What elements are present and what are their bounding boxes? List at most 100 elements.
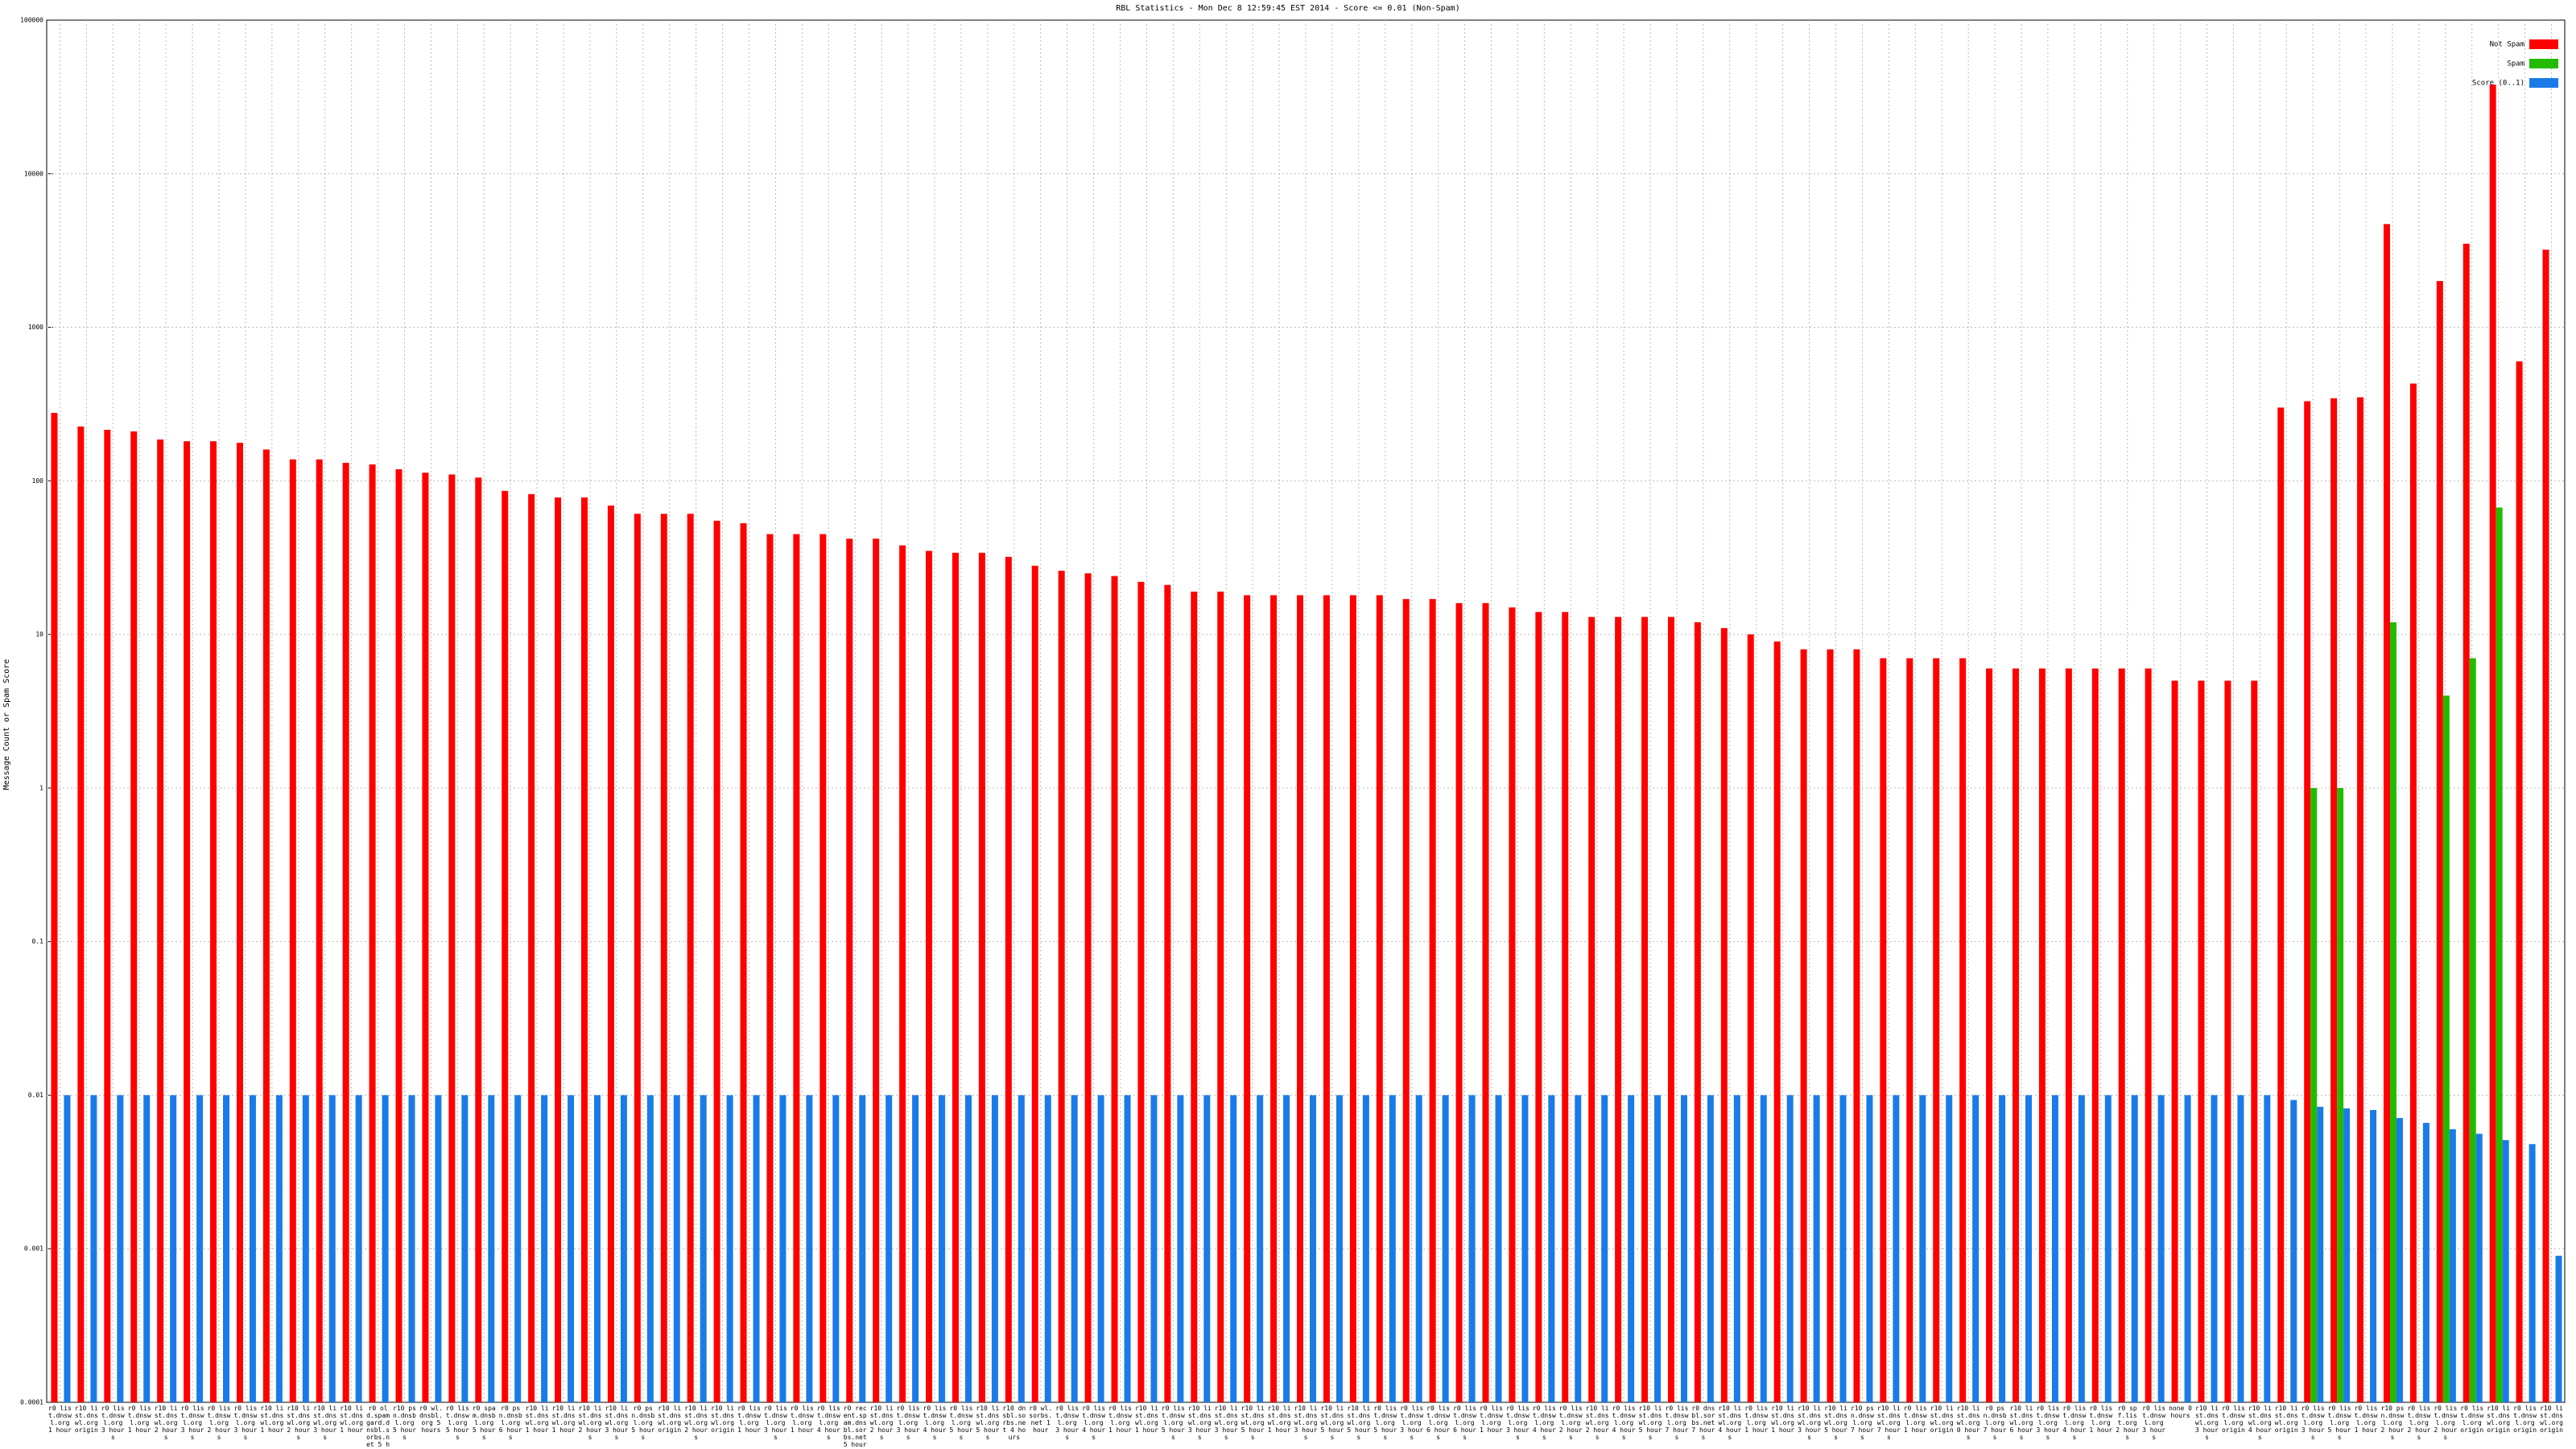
bar	[1521, 1095, 1529, 1402]
bar	[1628, 1095, 1635, 1402]
bar	[51, 412, 58, 1403]
bar	[157, 439, 164, 1402]
bar	[1031, 565, 1038, 1403]
bar	[2502, 1140, 2509, 1402]
bar	[766, 534, 774, 1402]
bar	[210, 441, 217, 1402]
bar	[832, 1095, 840, 1402]
bar	[1058, 570, 1065, 1403]
y-tick-label: 0.001	[24, 1245, 43, 1253]
bar	[2317, 1106, 2324, 1402]
bar	[926, 551, 933, 1403]
bar	[2442, 696, 2450, 1402]
bar	[2357, 397, 2364, 1402]
bar	[1786, 1095, 1794, 1402]
bar	[859, 1095, 866, 1402]
bar	[408, 1095, 415, 1402]
y-axis-label: Message Count or Spam Score	[2, 659, 11, 791]
bar	[1747, 634, 1754, 1402]
bar	[1641, 617, 1649, 1402]
bar	[1177, 1095, 1184, 1402]
bar	[1270, 595, 1278, 1402]
bar	[660, 514, 667, 1403]
y-tick-label: 0.0001	[20, 1399, 43, 1406]
bar	[2343, 1108, 2351, 1402]
bar	[2224, 680, 2231, 1402]
bar	[196, 1095, 204, 1402]
bar	[1335, 1095, 1343, 1402]
bar	[1415, 1095, 1422, 1402]
y-tick-label: 1	[39, 784, 43, 791]
bar	[1813, 1095, 1820, 1402]
bar	[1362, 1095, 1369, 1402]
bar	[328, 1095, 336, 1402]
bar	[77, 426, 85, 1402]
bar	[806, 1095, 813, 1402]
bar	[2496, 507, 2503, 1402]
bar	[104, 429, 111, 1403]
bar	[2396, 1117, 2403, 1402]
bar	[382, 1095, 389, 1402]
bar	[1376, 595, 1383, 1402]
bar	[1097, 1095, 1104, 1402]
bar	[249, 1095, 256, 1402]
bar	[1866, 1095, 1873, 1402]
bar	[1946, 1095, 1953, 1402]
bar	[1760, 1095, 1767, 1402]
bar	[1588, 617, 1596, 1402]
bar	[1349, 595, 1356, 1402]
bar	[502, 490, 509, 1402]
bar	[2131, 1095, 2138, 1402]
legend-label: Spam	[2507, 60, 2524, 68]
bar	[2290, 1100, 2297, 1402]
bar	[1402, 599, 1410, 1402]
bar	[1667, 617, 1674, 1402]
bar	[2118, 668, 2125, 1402]
bar	[1164, 584, 1171, 1402]
bar	[646, 1095, 654, 1402]
bar	[1972, 1095, 1979, 1402]
bar	[1986, 668, 1993, 1402]
bar	[1044, 1095, 1051, 1402]
bar	[620, 1095, 627, 1402]
bar	[2370, 1109, 2377, 1402]
bar	[1203, 1095, 1211, 1402]
bar	[2277, 407, 2285, 1402]
bar	[912, 1095, 919, 1402]
bar	[1919, 1095, 1926, 1402]
bar	[1615, 617, 1622, 1402]
bar	[448, 474, 456, 1402]
bar	[422, 473, 429, 1402]
bar	[541, 1095, 548, 1402]
bar	[2304, 401, 2311, 1403]
bar	[1773, 641, 1781, 1402]
bar	[2555, 1255, 2562, 1402]
bar	[1297, 595, 1303, 1402]
bar	[1733, 1095, 1740, 1402]
bar	[1893, 1095, 1900, 1402]
bar	[886, 1095, 893, 1402]
bar	[991, 1095, 998, 1402]
bar	[2078, 1095, 2085, 1402]
bar	[2422, 1122, 2429, 1402]
bar	[1880, 658, 1887, 1402]
bar	[316, 459, 323, 1403]
bar	[673, 1095, 680, 1402]
bar	[1111, 576, 1118, 1403]
bar	[580, 497, 588, 1402]
bar	[461, 1095, 469, 1402]
bar	[1283, 1095, 1290, 1402]
bar	[1720, 628, 1728, 1402]
bar	[1468, 1095, 1476, 1402]
bar	[64, 1095, 71, 1402]
bar	[1191, 591, 1198, 1402]
bar	[555, 497, 562, 1402]
bar	[2409, 383, 2417, 1402]
bar	[1084, 573, 1092, 1402]
bar	[2542, 250, 2549, 1402]
bar	[289, 459, 296, 1403]
y-tick-label: 0.1	[32, 938, 44, 945]
bar	[2489, 85, 2496, 1402]
bar	[2038, 668, 2046, 1402]
